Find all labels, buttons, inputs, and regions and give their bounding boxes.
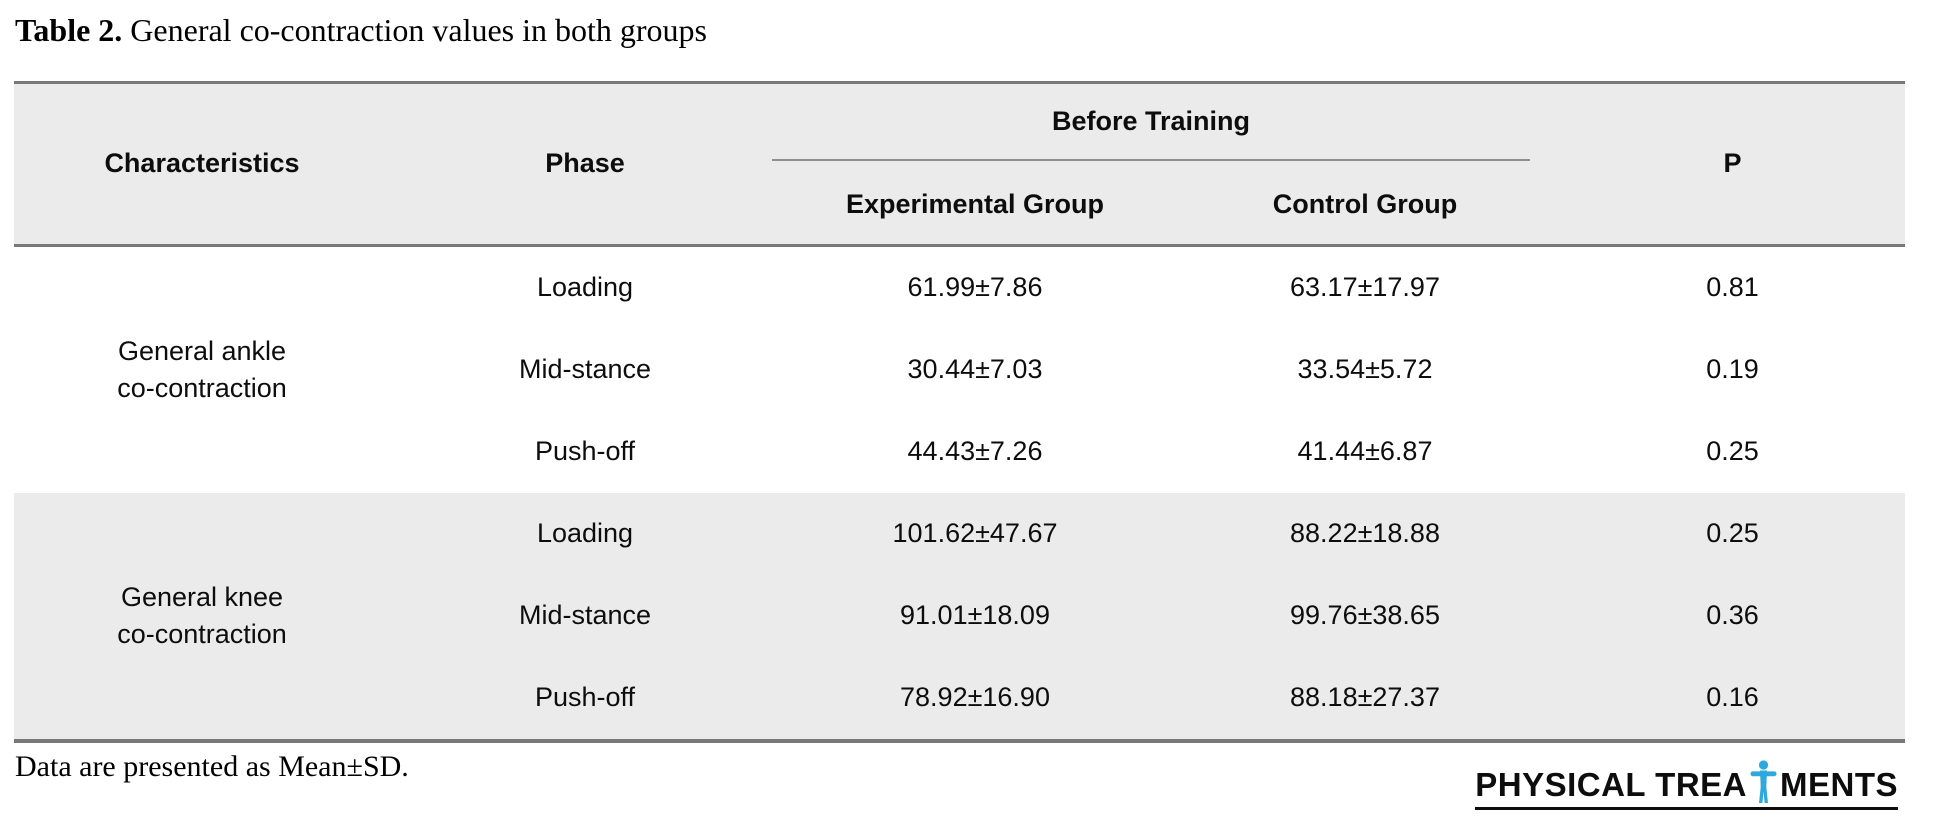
experimental-value-cell: 78.92±16.90 [900,682,1050,712]
header-before-training-cell: Before Training [772,83,1560,166]
table-row: General knee co-contraction Loading 101.… [14,493,1905,649]
logo-text-right: MENTS [1780,766,1898,803]
header-characteristics: Characteristics [104,148,300,179]
results-table: Characteristics Phase Before Training P … [14,81,1905,743]
table-row: General ankle co-contraction Loading 61.… [14,245,1905,403]
table-caption-text: General co-contraction values in both gr… [122,12,707,48]
table-row: Mid-stance 91.01±18.09 99.76±38.65 0.36 [14,575,1905,657]
header-phase: Phase [545,148,625,179]
table-caption-label: Table 2. [15,12,123,48]
table-row: Push-off 44.43±7.26 41.44±6.87 0.25 [14,411,1905,493]
control-value-cell: 99.76±38.65 [1290,600,1440,630]
phase-cell: Mid-stance [518,354,652,384]
p-value-cell: 0.25 [1706,436,1759,466]
header-row-2: Experimental Group Control Group [14,165,1905,245]
header-row-1: Characteristics Phase Before Training P [14,83,1905,178]
human-figure-icon [1750,760,1777,804]
header-control-group: Control Group [1272,188,1458,219]
experimental-value-cell: 61.99±7.86 [907,272,1043,302]
journal-logo: PHYSICAL TREA MENTS [1475,760,1898,810]
table-caption: Table 2. General co-contraction values i… [15,12,707,49]
experimental-value-cell: 44.43±7.26 [907,436,1043,466]
group-name-cell: General ankle co-contraction [14,245,390,493]
group-name-line2: co-contraction [117,372,287,403]
table-row: Mid-stance 30.44±7.03 33.54±5.72 0.19 [14,329,1905,411]
p-value-cell: 0.16 [1706,682,1759,712]
phase-cell: Push-off [534,682,636,712]
phase-cell: Loading [536,272,634,302]
control-value-cell: 63.17±17.97 [1290,272,1440,302]
phase-cell: Push-off [534,436,636,466]
section-knee: General knee co-contraction Loading 101.… [14,492,1905,741]
p-value-cell: 0.36 [1706,600,1759,630]
phase-cell: Loading [536,518,634,548]
experimental-value-cell: 101.62±47.67 [892,518,1058,548]
experimental-value-cell: 30.44±7.03 [907,354,1043,384]
p-value-cell: 0.19 [1706,354,1759,384]
control-value-cell: 33.54±5.72 [1297,354,1433,384]
table-header: Characteristics Phase Before Training P … [14,82,1905,245]
experimental-value-cell: 91.01±18.09 [900,600,1050,630]
group-name-line2: co-contraction [117,618,287,649]
phase-cell: Mid-stance [518,600,652,630]
header-experimental-group: Experimental Group [845,188,1105,219]
logo-text-left: PHYSICAL TREA [1475,766,1747,803]
group-name-line1: General ankle [117,336,287,367]
table-row: Push-off 78.92±16.90 88.18±27.37 0.16 [14,657,1905,741]
header-before-training: Before Training [772,84,1530,161]
section-ankle: General ankle co-contraction Loading 61.… [14,245,1905,493]
control-value-cell: 88.18±27.37 [1290,682,1440,712]
control-value-cell: 41.44±6.87 [1297,436,1433,466]
group-name-line1: General knee [120,582,284,613]
group-name-cell: General knee co-contraction [14,493,390,741]
table-footnote: Data are presented as Mean±SD. [15,750,409,783]
header-p: P [1723,148,1742,179]
control-value-cell: 88.22±18.88 [1290,518,1440,548]
p-value-cell: 0.25 [1706,518,1759,548]
p-value-cell: 0.81 [1706,272,1759,302]
